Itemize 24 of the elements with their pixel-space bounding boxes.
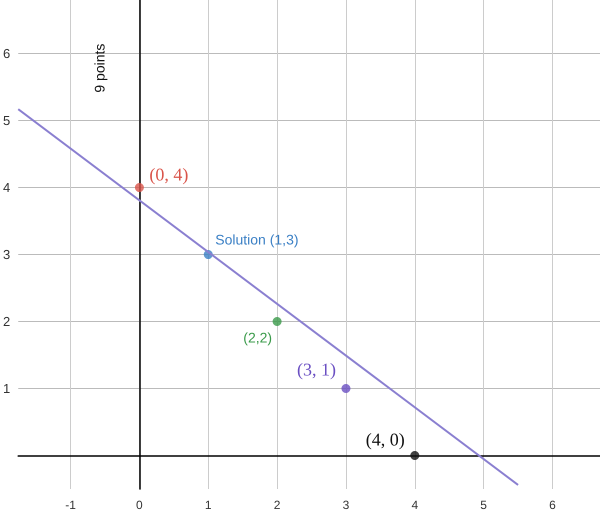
y-tick-label: 5 — [2, 113, 10, 128]
x-tick-label: 6 — [549, 498, 556, 511]
point — [410, 451, 420, 460]
y-tick-label: 2 — [2, 314, 10, 330]
x-tick-label: -1 — [65, 498, 76, 511]
x-tick-label: 5 — [480, 498, 488, 511]
x-tick-label: 4 — [411, 498, 418, 511]
y-tick-label: 1 — [2, 381, 10, 396]
annotation: Solution (1,3) — [215, 232, 299, 248]
y-tick-label: 4 — [2, 180, 10, 196]
point — [134, 183, 144, 192]
point — [272, 317, 282, 326]
annotation: (4, 0) — [366, 430, 405, 450]
annotation: (2,2) — [243, 330, 272, 346]
x-tick-label: 1 — [204, 498, 212, 511]
y-tick-label: 3 — [2, 247, 10, 262]
x-tick-label: 2 — [274, 498, 281, 511]
y-tick-label: 6 — [2, 46, 10, 62]
x-tick-label: 3 — [342, 498, 350, 511]
x-tick-label: 0 — [136, 498, 144, 511]
annotation: (0, 4) — [149, 164, 188, 185]
y-axis-title: 9 points — [91, 44, 108, 93]
point — [341, 384, 350, 394]
annotation: (3, 1) — [296, 360, 336, 380]
